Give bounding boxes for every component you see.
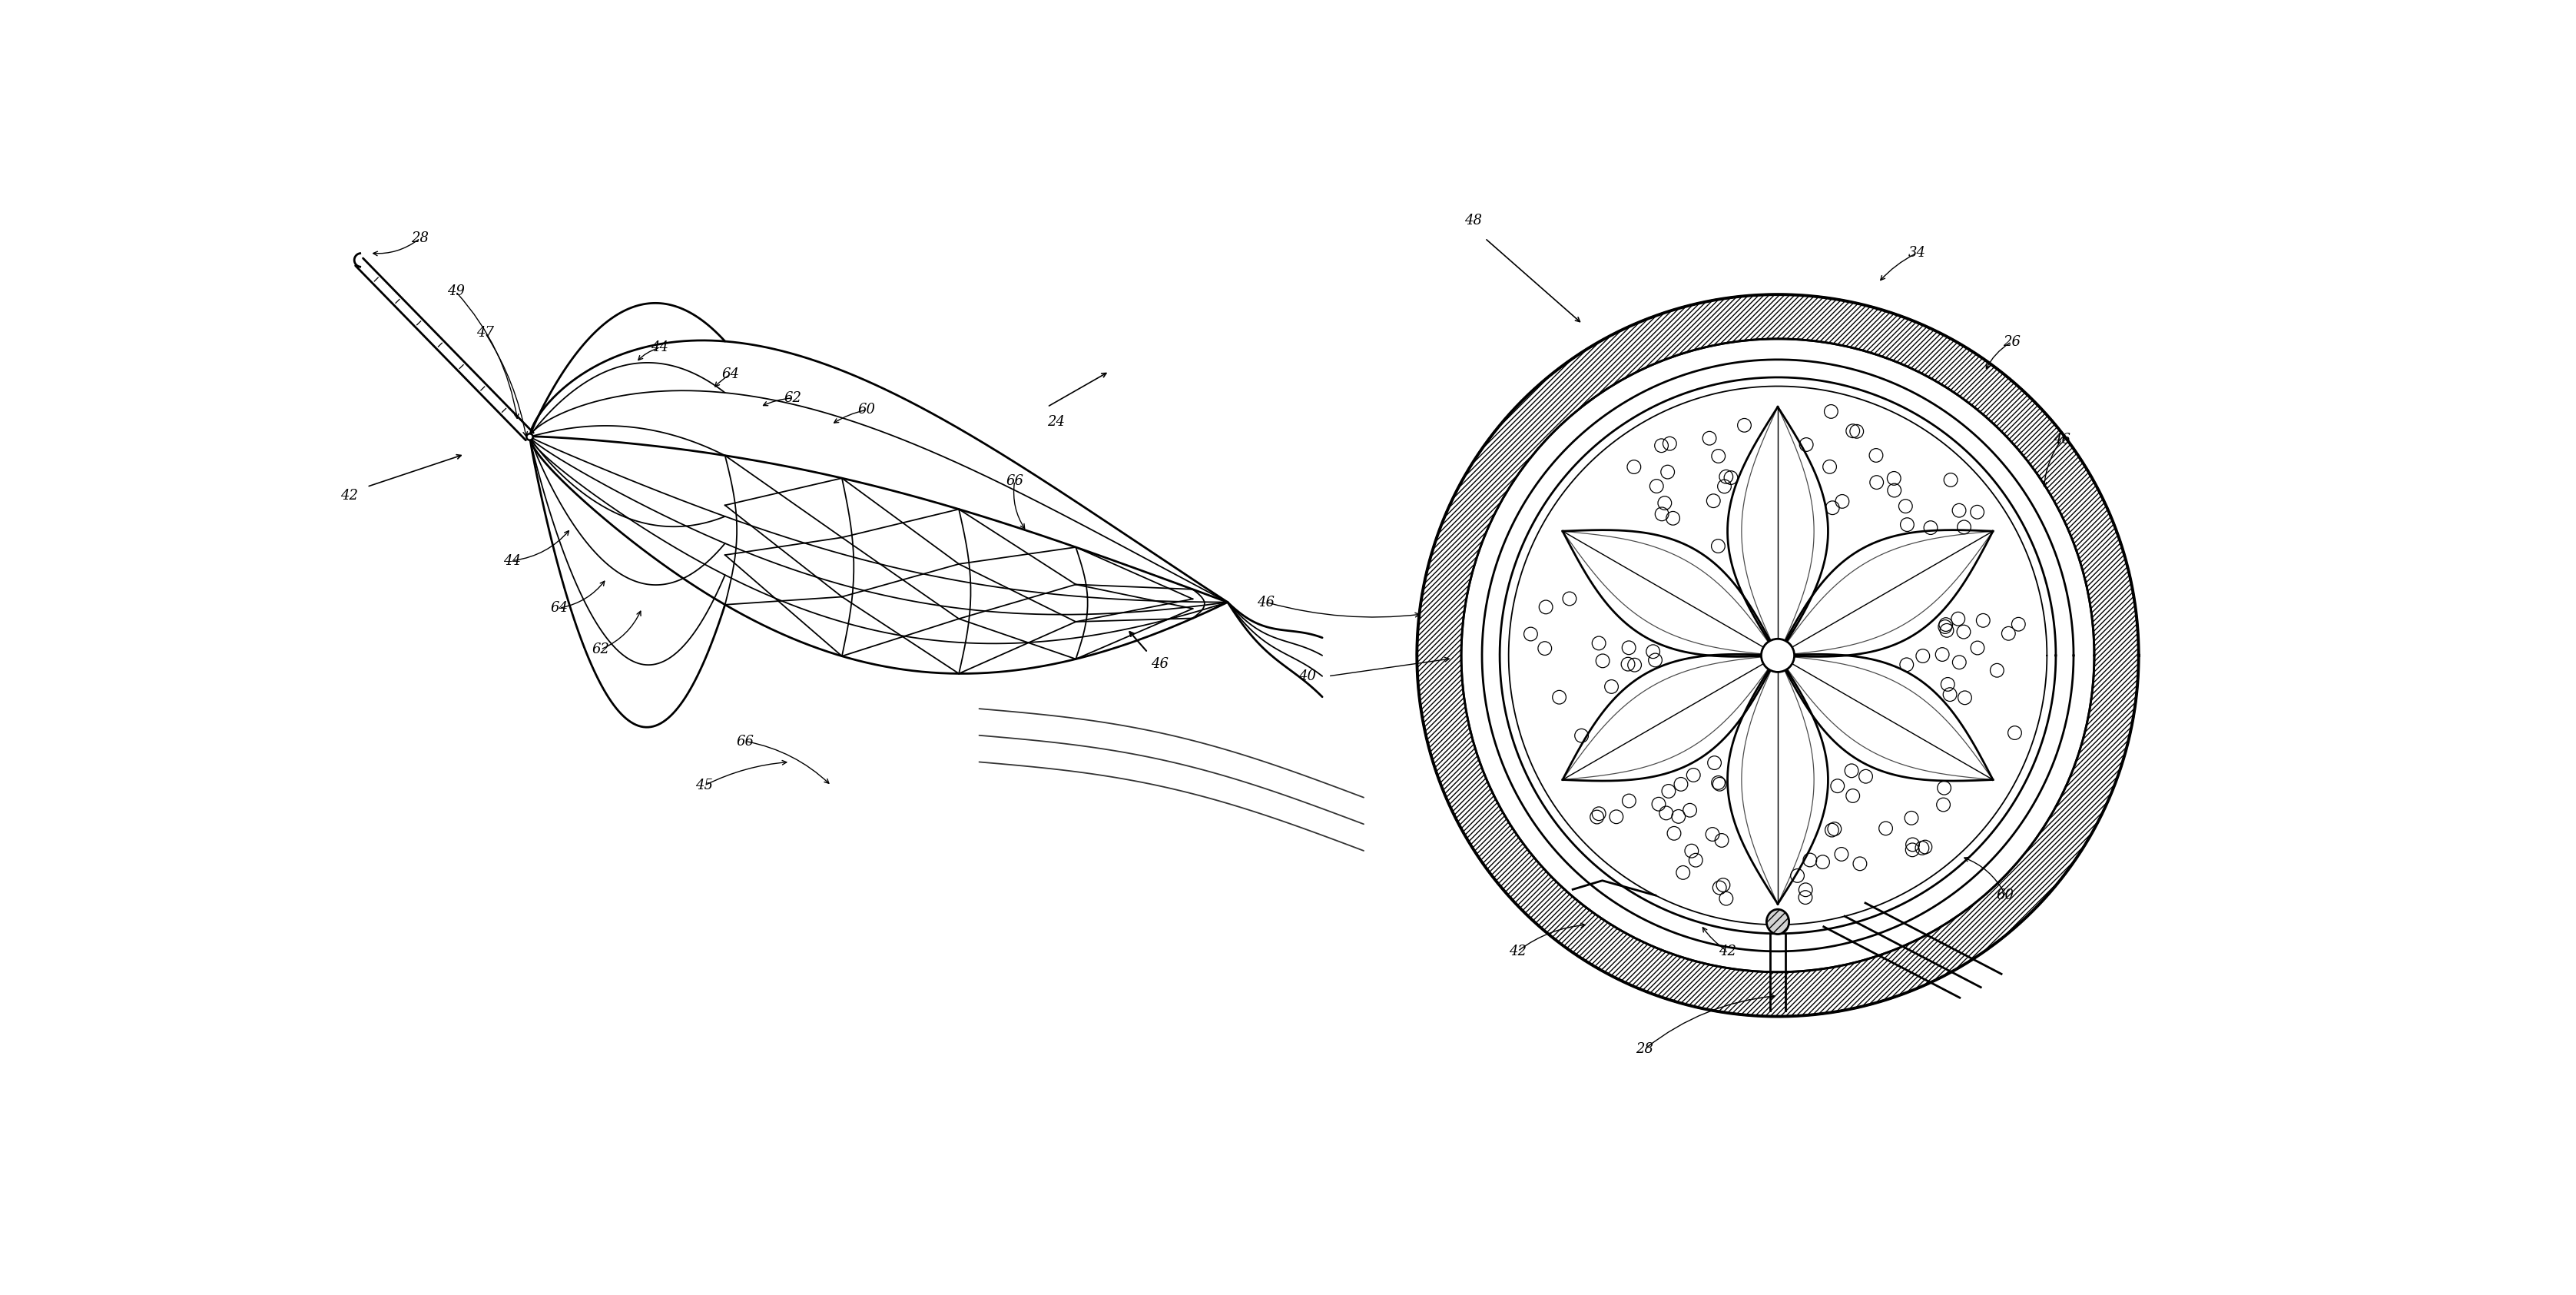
- Polygon shape: [1728, 407, 1829, 655]
- Text: 66: 66: [737, 734, 755, 749]
- Text: 49: 49: [446, 285, 464, 298]
- Text: 47: 47: [477, 326, 495, 339]
- Text: 44: 44: [652, 341, 670, 355]
- Polygon shape: [1564, 530, 1777, 657]
- Text: 45: 45: [696, 778, 714, 793]
- Text: 28: 28: [1636, 1042, 1654, 1055]
- Text: 42: 42: [1718, 944, 1736, 958]
- Text: 60: 60: [1996, 888, 2014, 903]
- Polygon shape: [1728, 655, 1829, 904]
- Text: 24: 24: [1048, 414, 1064, 429]
- Text: 26: 26: [2002, 335, 2020, 348]
- Text: 34: 34: [1909, 246, 1927, 260]
- Polygon shape: [1777, 654, 1994, 781]
- Text: 64: 64: [721, 368, 739, 381]
- Polygon shape: [1777, 530, 1994, 657]
- Wedge shape: [1417, 294, 2138, 1017]
- Text: 42: 42: [1510, 944, 1528, 958]
- Text: 46: 46: [1151, 658, 1170, 671]
- Polygon shape: [1564, 654, 1777, 781]
- Text: 62: 62: [783, 391, 801, 405]
- Text: 46: 46: [1257, 596, 1275, 609]
- Text: 46: 46: [2053, 433, 2071, 447]
- Text: 28: 28: [412, 232, 430, 245]
- Text: 44: 44: [502, 554, 520, 567]
- Text: 64: 64: [551, 601, 567, 615]
- Circle shape: [1762, 638, 1795, 672]
- Text: 48: 48: [1463, 214, 1481, 228]
- Text: 66: 66: [1005, 474, 1023, 488]
- Ellipse shape: [1767, 909, 1788, 934]
- Text: 40: 40: [1298, 670, 1316, 682]
- Text: 62: 62: [592, 642, 611, 657]
- Text: 60: 60: [858, 403, 876, 417]
- Text: 42: 42: [340, 488, 358, 502]
